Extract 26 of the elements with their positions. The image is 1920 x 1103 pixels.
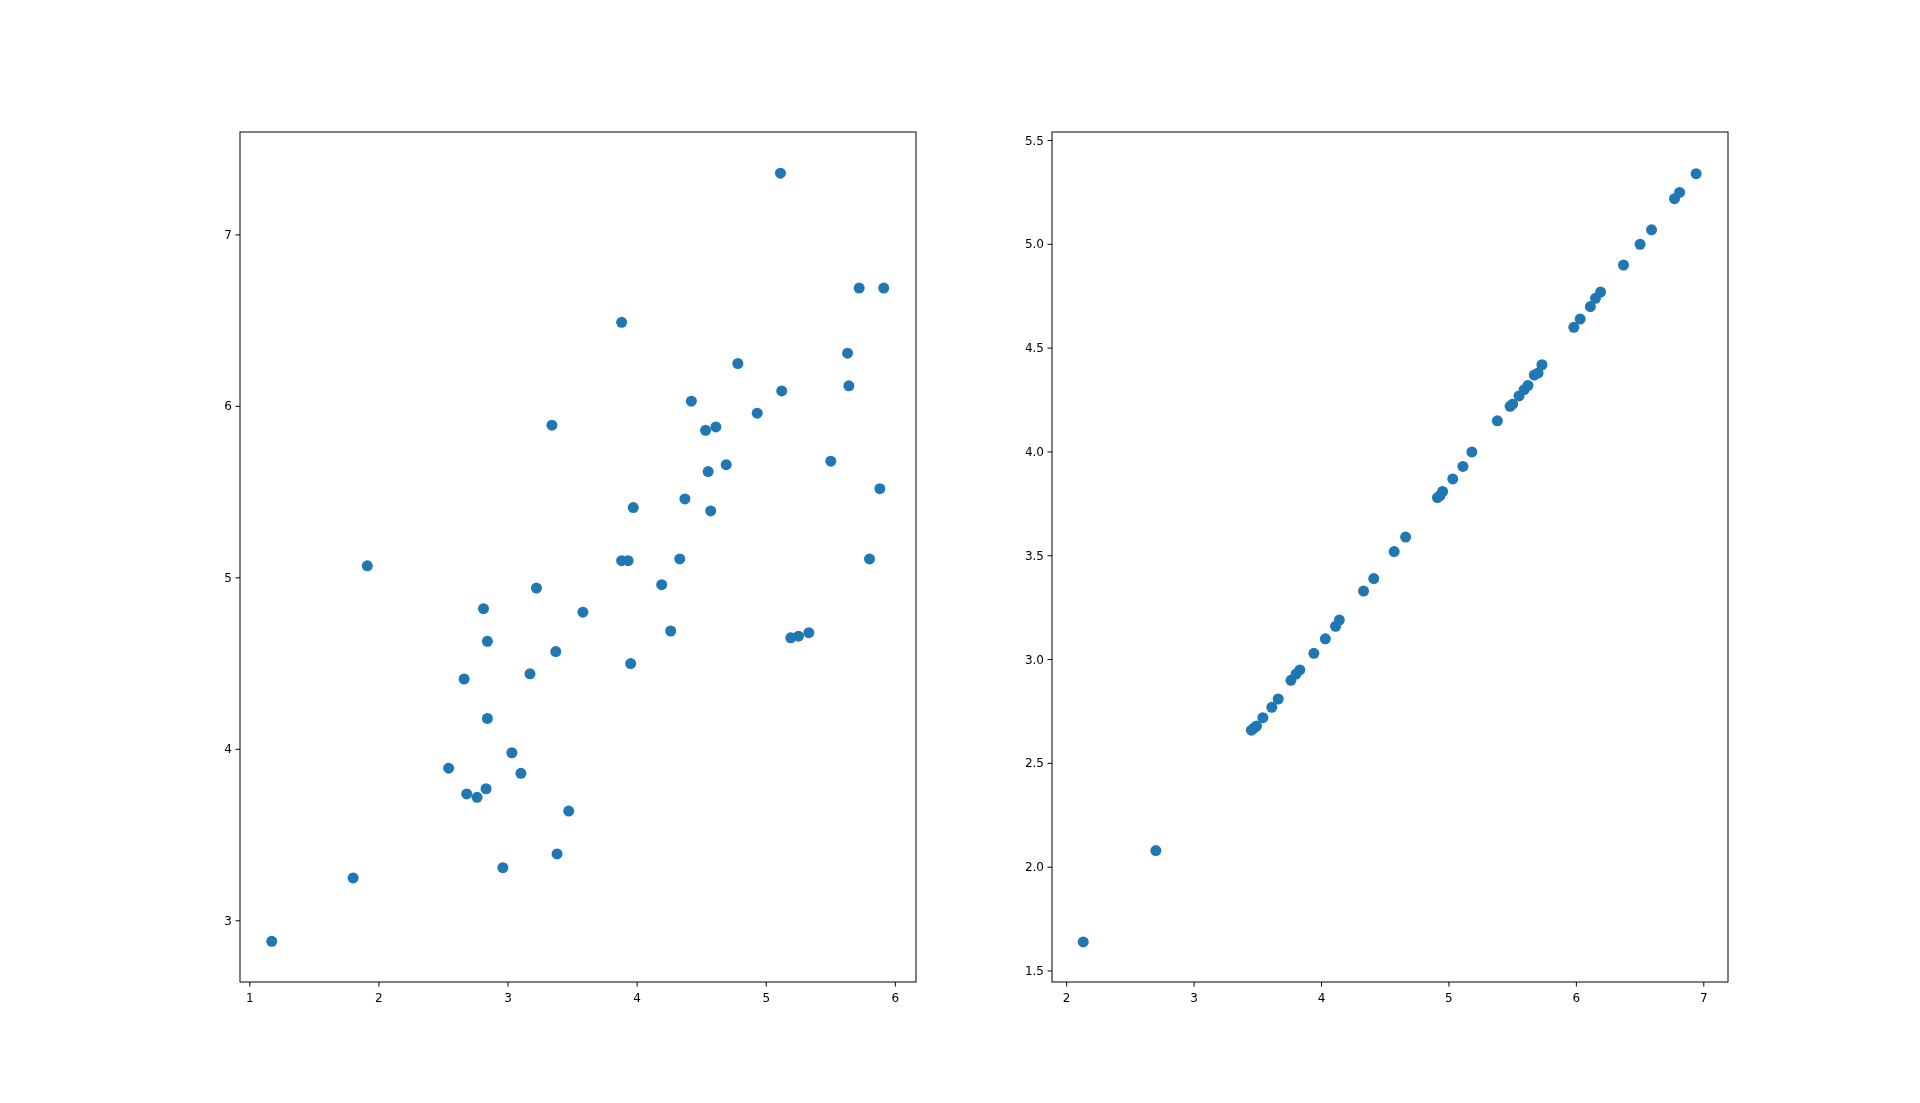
y-tick-label: 5 xyxy=(224,570,232,585)
x-tick-label: 6 xyxy=(891,991,900,1005)
y-tick-label: 1.5 xyxy=(1024,964,1044,978)
x-tick-label: 3 xyxy=(1190,991,1198,1005)
x-tick-label: 2 xyxy=(375,991,383,1005)
y-tick-label: 4.0 xyxy=(1024,444,1044,459)
y-tick-label: 3.0 xyxy=(1024,652,1044,667)
y-tick-label: 2.0 xyxy=(1024,860,1044,875)
x-tick-label: 4 xyxy=(1317,991,1326,1005)
x-tick-label: 5 xyxy=(1445,991,1453,1005)
y-tick-label: 3 xyxy=(224,913,232,928)
x-tick-label: 2 xyxy=(1062,991,1071,1005)
y-tick-label: 7 xyxy=(224,227,232,242)
y-tick-label: 4 xyxy=(224,742,232,757)
x-tick-label: 4 xyxy=(633,991,641,1005)
x-tick-label: 1 xyxy=(245,991,254,1005)
x-tick-label: 6 xyxy=(1572,991,1581,1005)
y-tick-label: 5.0 xyxy=(1024,237,1044,252)
x-tick-label: 5 xyxy=(762,991,771,1005)
x-tick-label: 3 xyxy=(504,991,512,1005)
y-tick-label: 3.5 xyxy=(1024,548,1044,563)
y-tick-label: 4.5 xyxy=(1024,341,1044,356)
x-tick-label: 7 xyxy=(1699,991,1708,1005)
y-tick-label: 6 xyxy=(224,399,232,414)
y-tick-label: 5.5 xyxy=(1024,133,1044,148)
y-tick-label: 2.5 xyxy=(1024,756,1044,771)
